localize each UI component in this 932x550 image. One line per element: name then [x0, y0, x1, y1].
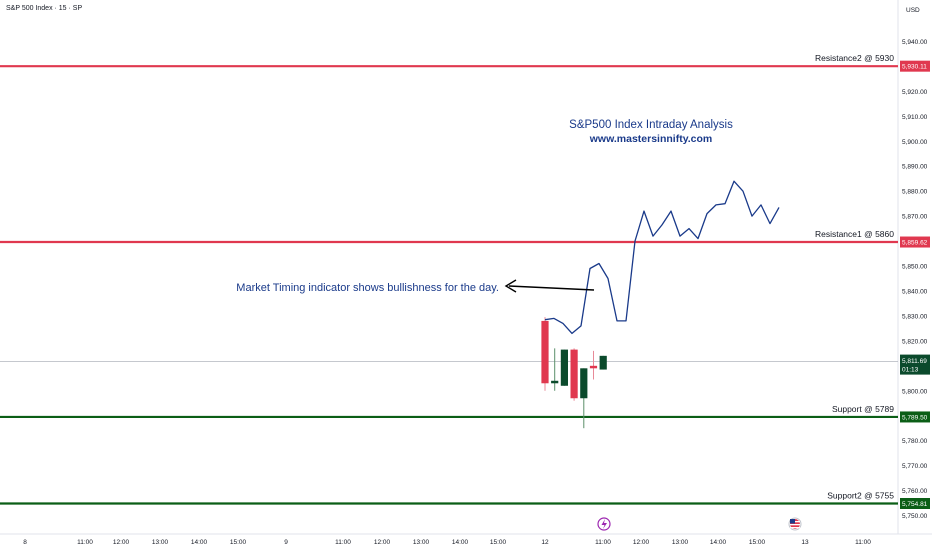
x-tick-label: 11:00	[335, 539, 351, 546]
x-tick-label: 14:00	[191, 539, 208, 546]
y-tick-label: 5,880.00	[902, 189, 928, 196]
candle-body	[589, 365, 598, 369]
resistance-price-badge-text: 5,859.62	[902, 239, 928, 246]
x-tick-label: 13:00	[152, 539, 169, 546]
x-tick-label: 9	[284, 539, 288, 546]
y-tick-label: 5,780.00	[902, 438, 928, 445]
projection-line	[544, 180, 780, 335]
candle-body	[570, 349, 578, 399]
flag-stripe	[790, 527, 800, 529]
x-tick-label: 11:00	[77, 539, 93, 546]
y-tick-label: 5,850.00	[902, 264, 928, 271]
support-label: Support @ 5789	[832, 404, 894, 414]
resistance-price-badge-text: 5,930.11	[902, 63, 927, 70]
callout-text: Market Timing indicator shows bullishnes…	[236, 282, 499, 294]
y-tick-label: 5,770.00	[902, 463, 928, 470]
y-tick-label: 5,800.00	[902, 388, 928, 395]
y-tick-label: 5,830.00	[902, 313, 928, 320]
y-tick-label: 5,750.00	[902, 513, 928, 520]
candle-body	[541, 320, 549, 384]
callout-arrow-shaft	[508, 285, 595, 291]
x-tick-label: 15:00	[490, 539, 507, 546]
candle-body	[551, 380, 559, 384]
x-axis: 8 11:00 12:00 13:00 14:00 15:00 9 11:00 12:00 13:…	[23, 539, 871, 546]
y-tick-label: 5,940.00	[902, 39, 928, 46]
candles	[541, 317, 607, 429]
candle-body	[580, 368, 588, 399]
x-tick-label: 15:00	[230, 539, 247, 546]
y-tick-label: 5,820.00	[902, 338, 928, 345]
projection-path	[544, 180, 780, 335]
x-tick-label: 13	[801, 539, 809, 546]
x-tick-label: 14:00	[710, 539, 727, 546]
price-badges: 5,930.11 5,859.62 5,789.50 5,754.81 5,811.69…	[900, 60, 930, 510]
resistance-label: Resistance1 @ 5860	[815, 229, 894, 239]
y-tick-label: 5,900.00	[902, 139, 928, 146]
y-tick-label: 5,920.00	[902, 89, 928, 96]
analysis-title: S&P500 Index Intraday Analysis	[569, 119, 733, 131]
event-markers	[597, 517, 802, 531]
level-lines: Resistance2 @ 5930 Resistance1 @ 5860 Supp…	[0, 53, 898, 505]
resistance-price-badge	[900, 60, 930, 72]
support-price-badge	[900, 411, 930, 423]
x-tick-label: 15:00	[749, 539, 766, 546]
y-tick-label: 5,760.00	[902, 488, 928, 495]
callout-arrow-head	[504, 279, 517, 293]
x-tick-label: 12	[541, 539, 549, 546]
y-axis: 5,940.005,930.005,920.005,910.005,900.00…	[0, 0, 932, 535]
flag-canton	[790, 519, 795, 524]
x-tick-label: 13:00	[413, 539, 430, 546]
candle-body	[560, 349, 568, 386]
annotations: S&P500 Index Intraday Analysis www.master…	[236, 119, 733, 294]
currency-label[interactable]: USD	[906, 7, 920, 14]
flag-stripe	[790, 524, 800, 526]
x-tick-label: 12:00	[633, 539, 650, 546]
countdown-text: 01:13	[902, 367, 919, 374]
current-price-badge	[900, 354, 930, 375]
y-tick-label: 5,890.00	[902, 164, 928, 171]
x-tick-label: 14:00	[452, 539, 469, 546]
lightning-glyph	[601, 519, 607, 529]
support-price-badge-text: 5,754.81	[902, 501, 928, 508]
resistance-price-badge	[900, 236, 930, 248]
x-tick-label: 12:00	[113, 539, 130, 546]
y-tick-label: 5,870.00	[902, 214, 928, 221]
x-tick-label: 11:00	[595, 539, 611, 546]
support-price-badge-text: 5,789.50	[902, 414, 928, 421]
resistance-label: Resistance2 @ 5930	[815, 53, 894, 63]
candle-body	[599, 355, 607, 370]
x-tick-label: 12:00	[374, 539, 391, 546]
support-price-badge	[900, 498, 930, 510]
analysis-website: www.mastersinnifty.com	[589, 133, 713, 145]
chart-title: S&P 500 Index · 15 · SP	[6, 5, 83, 12]
y-tick-label: 5,840.00	[902, 288, 928, 295]
current-price-text: 5,811.69	[902, 358, 927, 365]
y-tick-label: 5,910.00	[902, 114, 928, 121]
x-tick-label: 8	[23, 539, 27, 546]
support-label: Support2 @ 5755	[827, 491, 894, 501]
x-tick-label: 13:00	[672, 539, 689, 546]
x-tick-label: 11:00	[855, 539, 871, 546]
